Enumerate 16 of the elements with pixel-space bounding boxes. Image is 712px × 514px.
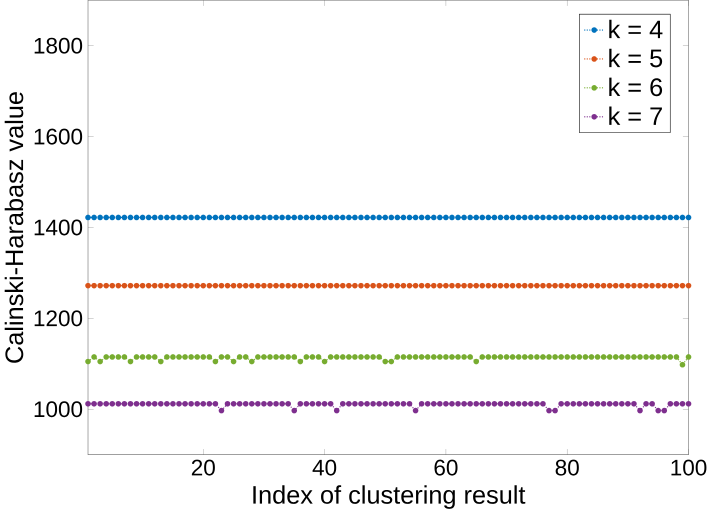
- legend-label: k = 6: [609, 78, 662, 96]
- x-tick-label: 80: [556, 460, 579, 476]
- x-tick-label: 20: [192, 460, 215, 476]
- y-tick-label: 1600: [34, 128, 82, 145]
- legend-label: k = 7: [609, 106, 662, 126]
- y-tick-label: 1800: [34, 38, 82, 54]
- y-tick-label: 1400: [34, 220, 82, 236]
- x-axis-title: Index of clustering result: [253, 485, 526, 510]
- y-tick-label: 1200: [34, 310, 82, 327]
- legend-label: k = 5: [609, 48, 662, 68]
- x-tick-label: 60: [434, 460, 458, 476]
- x-tick-label: 40: [312, 460, 336, 476]
- y-tick-label: 1000: [34, 401, 82, 418]
- y-axis-title: Calinski-Harabasz value: [4, 92, 24, 363]
- legend-label: k = 4: [609, 20, 662, 38]
- x-tick-label: 100: [671, 460, 706, 476]
